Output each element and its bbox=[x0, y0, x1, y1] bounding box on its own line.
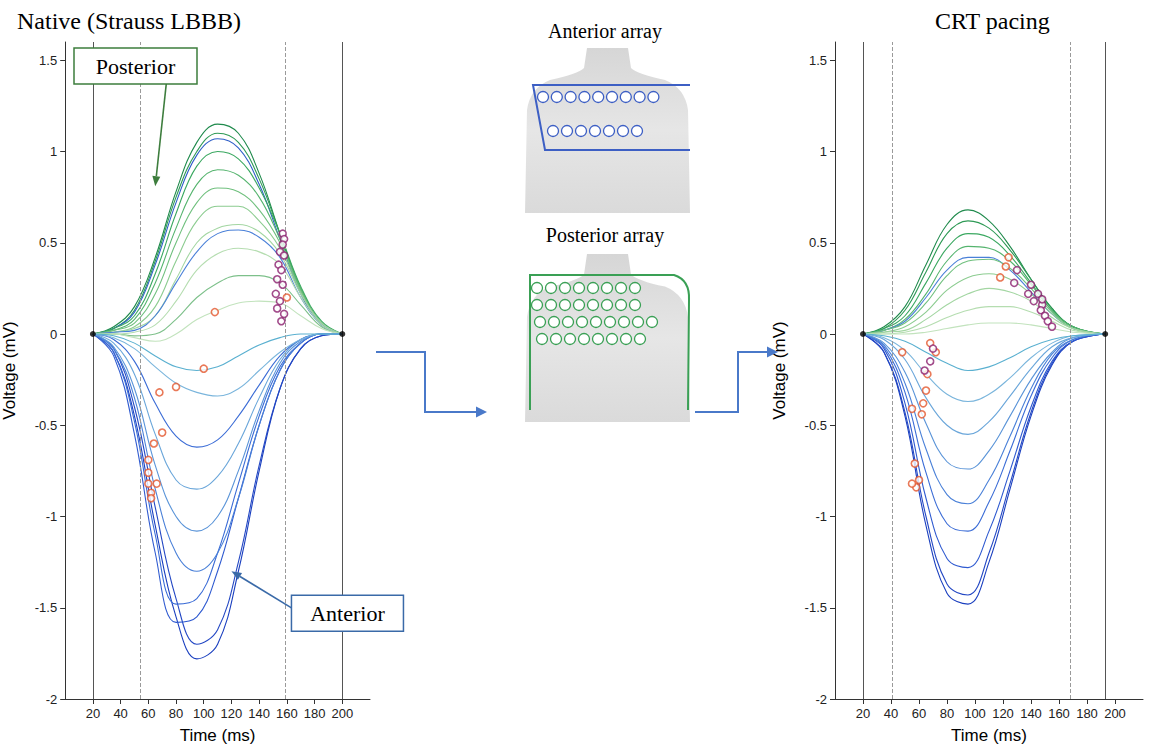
svg-text:1.5: 1.5 bbox=[39, 53, 57, 68]
svg-text:180: 180 bbox=[1076, 706, 1098, 721]
svg-text:Time (ms): Time (ms) bbox=[951, 726, 1027, 745]
svg-text:140: 140 bbox=[1020, 706, 1042, 721]
svg-text:120: 120 bbox=[992, 706, 1014, 721]
svg-text:Voltage (mV): Voltage (mV) bbox=[0, 321, 19, 419]
svg-text:120: 120 bbox=[221, 706, 243, 721]
svg-text:60: 60 bbox=[141, 706, 155, 721]
svg-text:0: 0 bbox=[820, 327, 827, 342]
svg-text:140: 140 bbox=[248, 706, 270, 721]
svg-text:-1: -1 bbox=[46, 509, 58, 524]
svg-text:Native (Strauss LBBB): Native (Strauss LBBB) bbox=[17, 8, 241, 34]
svg-text:-0.5: -0.5 bbox=[35, 418, 57, 433]
svg-text:80: 80 bbox=[169, 706, 183, 721]
svg-text:200: 200 bbox=[331, 706, 353, 721]
svg-text:Posterior array: Posterior array bbox=[546, 224, 664, 247]
svg-text:CRT pacing: CRT pacing bbox=[935, 8, 1050, 34]
svg-text:180: 180 bbox=[304, 706, 326, 721]
svg-text:1: 1 bbox=[820, 144, 827, 159]
svg-text:-0.5: -0.5 bbox=[805, 418, 827, 433]
svg-text:40: 40 bbox=[113, 706, 127, 721]
svg-text:200: 200 bbox=[1104, 706, 1126, 721]
svg-text:-1: -1 bbox=[815, 509, 827, 524]
svg-text:20: 20 bbox=[856, 706, 870, 721]
svg-text:60: 60 bbox=[912, 706, 926, 721]
svg-text:Time (ms): Time (ms) bbox=[180, 726, 256, 745]
svg-text:40: 40 bbox=[884, 706, 898, 721]
svg-text:1: 1 bbox=[50, 144, 57, 159]
svg-text:-2: -2 bbox=[46, 692, 58, 707]
svg-text:1.5: 1.5 bbox=[809, 53, 827, 68]
svg-text:Anterior array: Anterior array bbox=[548, 20, 662, 43]
svg-text:160: 160 bbox=[276, 706, 298, 721]
svg-text:100: 100 bbox=[964, 706, 986, 721]
svg-text:0.5: 0.5 bbox=[809, 235, 827, 250]
svg-text:20: 20 bbox=[86, 706, 100, 721]
svg-text:80: 80 bbox=[940, 706, 954, 721]
svg-text:Posterior: Posterior bbox=[96, 54, 176, 79]
svg-text:Anterior: Anterior bbox=[310, 601, 385, 626]
svg-text:0: 0 bbox=[50, 327, 57, 342]
svg-text:-1.5: -1.5 bbox=[35, 600, 57, 615]
svg-text:-1.5: -1.5 bbox=[805, 600, 827, 615]
svg-text:-2: -2 bbox=[815, 692, 827, 707]
svg-text:0.5: 0.5 bbox=[39, 235, 57, 250]
svg-text:Voltage (mV): Voltage (mV) bbox=[770, 321, 789, 419]
svg-text:100: 100 bbox=[193, 706, 215, 721]
svg-text:160: 160 bbox=[1048, 706, 1070, 721]
